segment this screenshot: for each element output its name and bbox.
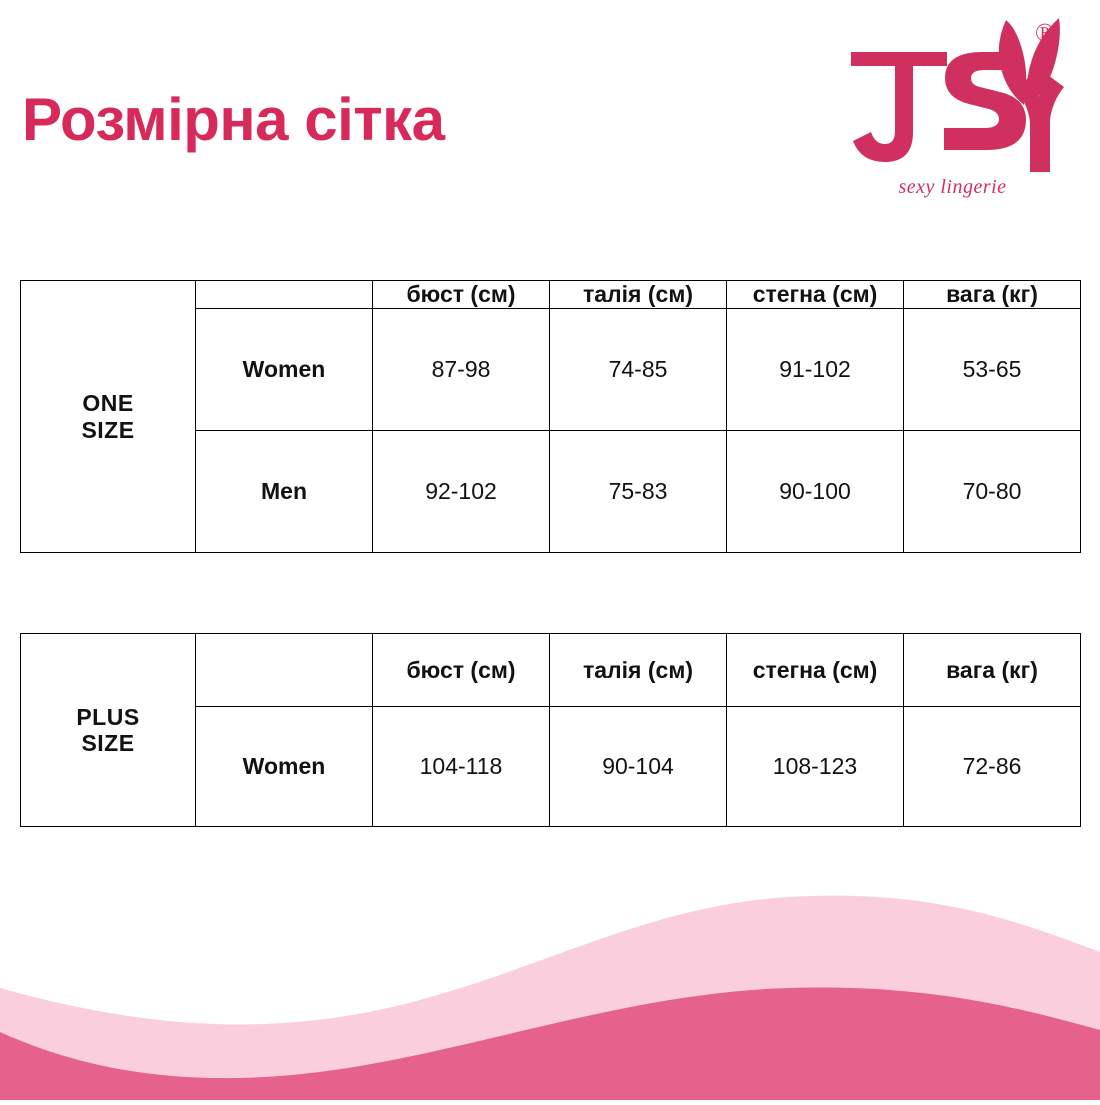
page-header: Розмірна сітка ® sexy lingerie — [0, 0, 1100, 250]
jsy-logo-icon: ® — [835, 14, 1070, 179]
column-header-bust: бюст (см) — [372, 633, 550, 707]
size-label-line-1: ONE — [82, 390, 134, 417]
column-header-weight: вага (кг) — [903, 633, 1081, 707]
cell-women-hips: 91-102 — [726, 308, 904, 431]
cell-women-waist: 74-85 — [549, 308, 727, 431]
row-group-men: Men — [195, 430, 373, 553]
cell-women-waist: 90-104 — [549, 706, 727, 827]
table-row: Women 104-118 90-104 108-123 72-86 — [21, 706, 1081, 827]
size-table-plus-size: PLUS SIZE бюст (см) талія (см) стегна (с… — [20, 633, 1081, 827]
size-label-line-2: SIZE — [81, 416, 135, 443]
column-header-waist: талія (см) — [549, 633, 727, 707]
size-label-line-2: SIZE — [81, 730, 135, 756]
group-header-blank — [195, 280, 373, 309]
cell-men-weight: 70-80 — [903, 430, 1081, 553]
wave-dark-shape — [0, 987, 1100, 1100]
group-header-blank — [195, 633, 373, 707]
page-title: Розмірна сітка — [22, 86, 445, 153]
cell-women-weight: 53-65 — [903, 308, 1081, 431]
cell-women-weight: 72-86 — [903, 706, 1081, 827]
cell-women-hips: 108-123 — [726, 706, 904, 827]
decorative-wave-footer — [0, 870, 1100, 1100]
brand-logo: ® sexy lingerie — [835, 14, 1070, 214]
cell-women-bust: 87-98 — [372, 308, 550, 431]
size-label-line-1: PLUS — [76, 703, 140, 730]
registered-trademark-icon: ® — [1035, 18, 1055, 47]
size-table-one-size: ONE SIZE бюст (см) талія (см) стегна (см… — [20, 280, 1081, 553]
table-row: ONE SIZE бюст (см) талія (см) стегна (см… — [20, 280, 1081, 553]
row-group-women: Women — [195, 706, 373, 827]
table-row: Men 92-102 75-83 90-100 70-80 — [21, 430, 1081, 553]
size-label-plus-size: PLUS SIZE — [20, 633, 196, 827]
cell-men-hips: 90-100 — [726, 430, 904, 553]
column-header-weight: вага (кг) — [903, 280, 1081, 309]
column-header-hips: стегна (см) — [726, 280, 904, 309]
row-group-women: Women — [195, 308, 373, 431]
cell-women-bust: 104-118 — [372, 706, 550, 827]
column-header-hips: стегна (см) — [726, 633, 904, 707]
logo-tagline: sexy lingerie — [898, 176, 1007, 198]
cell-men-waist: 75-83 — [549, 430, 727, 553]
table-row: PLUS SIZE бюст (см) талія (см) стегна (с… — [20, 633, 1081, 827]
size-label-one-size: ONE SIZE — [20, 280, 196, 553]
column-header-bust: бюст (см) — [372, 280, 550, 309]
column-header-waist: талія (см) — [549, 280, 727, 309]
cell-men-bust: 92-102 — [372, 430, 550, 553]
